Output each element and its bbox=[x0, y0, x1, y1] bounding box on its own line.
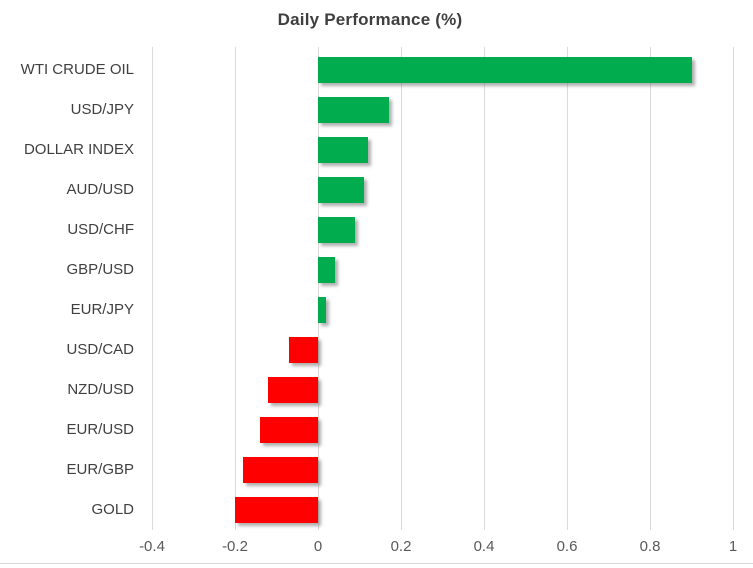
x-tick-label: -0.2 bbox=[222, 538, 248, 555]
category-label: EUR/USD bbox=[66, 421, 134, 438]
gridline bbox=[650, 47, 651, 530]
category-label: GBP/USD bbox=[66, 261, 134, 278]
category-label: AUD/USD bbox=[66, 181, 134, 198]
x-tick-label: 0 bbox=[313, 538, 323, 555]
x-tick-label: 0.8 bbox=[639, 538, 661, 555]
gridline bbox=[152, 47, 153, 530]
bar-eur-gbp bbox=[243, 457, 318, 483]
bar-eur-jpy bbox=[318, 297, 326, 323]
bar-aud-usd bbox=[318, 177, 364, 203]
bar-nzd-usd bbox=[268, 377, 318, 403]
gridline bbox=[484, 47, 485, 530]
category-label: DOLLAR INDEX bbox=[23, 141, 134, 158]
category-label: EUR/GBP bbox=[66, 461, 134, 478]
x-tick-label: 0.2 bbox=[390, 538, 412, 555]
x-tick-label: 0.4 bbox=[473, 538, 495, 555]
bar-dollar-index bbox=[318, 137, 368, 163]
gridline bbox=[567, 47, 568, 530]
category-label: EUR/JPY bbox=[70, 301, 134, 318]
category-label: USD/CHF bbox=[67, 221, 134, 238]
bar-usd-cad bbox=[289, 337, 318, 363]
x-tick-label: 0.6 bbox=[556, 538, 578, 555]
category-label: WTI CRUDE OIL bbox=[20, 61, 134, 78]
bar-usd-jpy bbox=[318, 97, 389, 123]
category-label: NZD/USD bbox=[67, 381, 134, 398]
category-label: USD/CAD bbox=[66, 341, 134, 358]
bar-eur-usd bbox=[260, 417, 318, 443]
gridline bbox=[235, 47, 236, 530]
bar-wti-crude-oil bbox=[318, 57, 692, 83]
x-tick-label: -0.4 bbox=[139, 538, 165, 555]
gridline bbox=[401, 47, 402, 530]
bar-gbp-usd bbox=[318, 257, 335, 283]
gridline bbox=[733, 47, 734, 530]
bar-usd-chf bbox=[318, 217, 355, 243]
gridline bbox=[318, 47, 319, 530]
category-label: GOLD bbox=[91, 501, 134, 518]
x-tick-label: 1 bbox=[728, 538, 738, 555]
chart-bottom-border bbox=[0, 563, 753, 564]
category-label: USD/JPY bbox=[70, 101, 134, 118]
chart-title: Daily Performance (%) bbox=[277, 10, 463, 29]
bar-gold bbox=[235, 497, 318, 523]
